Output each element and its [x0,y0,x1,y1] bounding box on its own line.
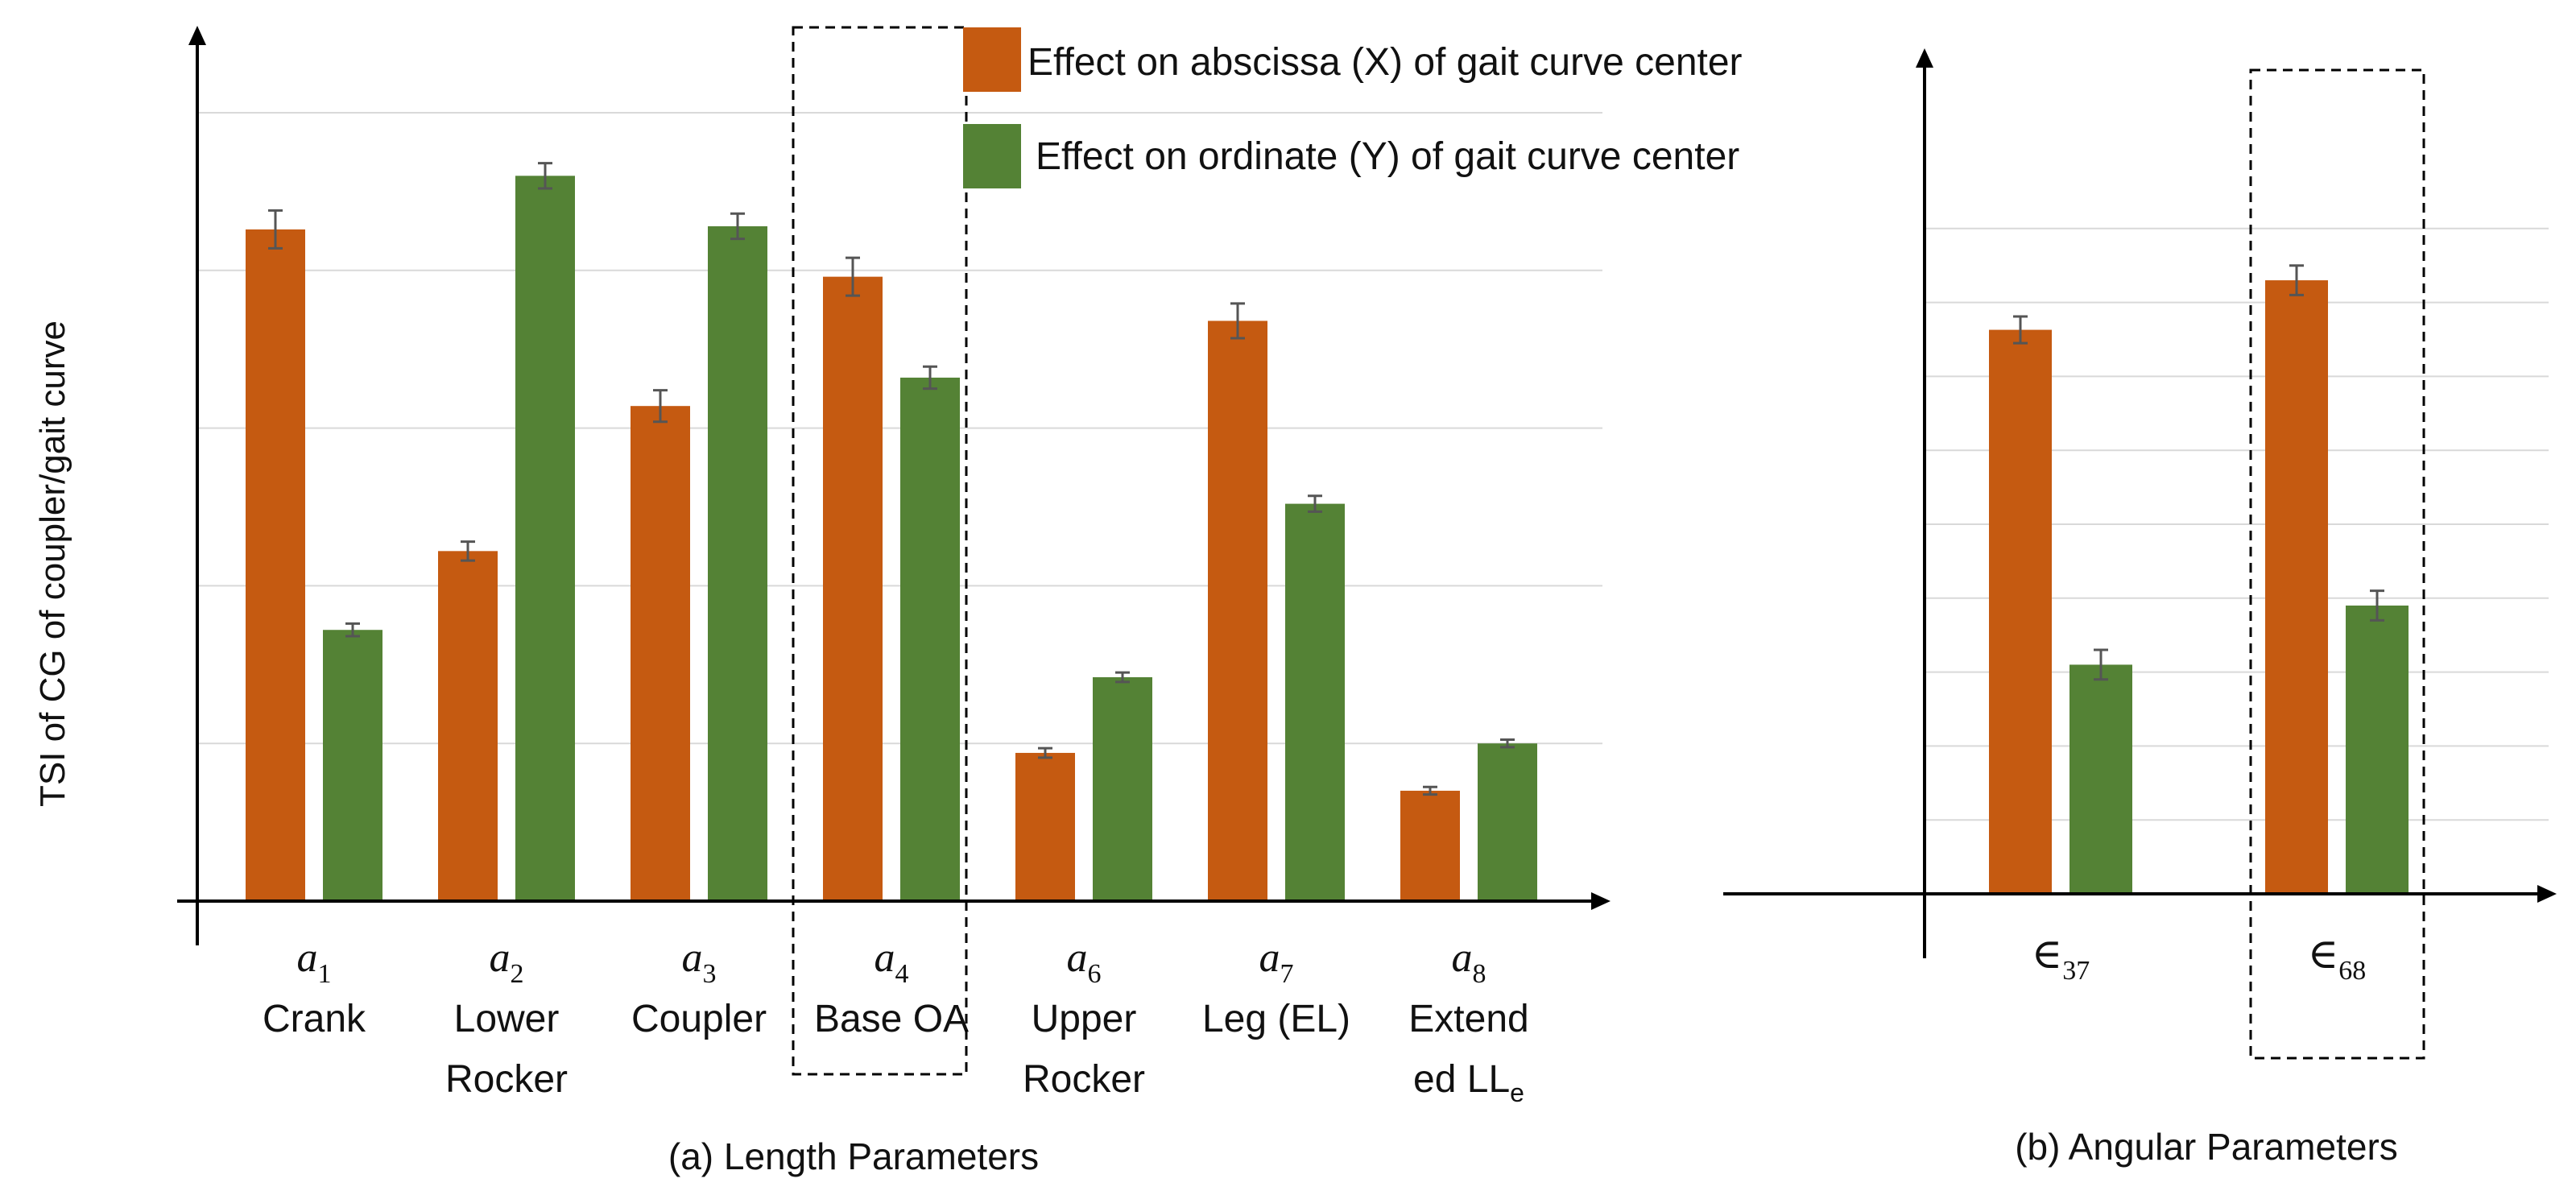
category-variable-subscript: 6 [1088,959,1102,989]
category-variable-subscript: 3 [703,959,717,989]
category-variable-subscript: 8 [1473,959,1486,989]
highlight-box-a4 [792,26,968,1076]
category-label: Crank [263,998,366,1040]
y-axis-arrowhead [188,26,206,45]
category-variable: a2 [490,935,524,989]
category-variable-symbol: a [490,935,511,981]
chart-a-bars [246,162,1537,902]
category-variable: a6 [1067,935,1102,989]
chart-a-caption: (a) Length Parameters [668,1135,1039,1177]
bar-abscissa [2265,280,2328,894]
category-label: Leg (EL) [1202,998,1350,1040]
bar-ordinate [323,630,382,901]
category-variable-symbol: a [1067,935,1088,981]
bar-abscissa [438,551,498,901]
category-label-text: Lower [454,998,560,1040]
category-variable: a7 [1259,935,1294,989]
category-variable: ∈37 [2032,932,2090,986]
chart-b-caption: (b) Angular Parameters [2015,1126,2398,1168]
category-label: Lower [454,998,560,1040]
category-label: Rocker [1023,1058,1145,1101]
category-variable-symbol: a [682,935,703,981]
category-variable: a1 [297,935,332,989]
category-variable: ∈68 [2308,932,2367,986]
bar-ordinate [1478,743,1537,901]
bar-abscissa [823,276,883,902]
chart-b-axes [1723,48,2557,958]
category-variable-symbol: a [1452,935,1473,981]
category-variable-subscript: 1 [318,959,332,989]
category-label-text: Coupler [631,998,767,1040]
bar-ordinate [1285,503,1345,901]
bar-ordinate [708,225,767,901]
y-axis-arrowhead [1916,48,1933,68]
highlight-box-e68 [2249,68,2425,1060]
category-label-subscript: e [1510,1078,1524,1107]
category-label-text: Rocker [1023,1058,1145,1101]
category-label-text: Rocker [445,1058,568,1101]
category-variable-subscript: 7 [1280,959,1294,989]
chart-a-axes [177,26,1611,945]
category-variable-symbol: a [875,935,895,981]
category-variable-symbol: ∈ [2308,932,2339,978]
category-label: Rocker [445,1058,568,1101]
category-variable-subscript: 37 [2062,956,2090,986]
category-variable-symbol: a [297,935,318,981]
category-variable-symbol: a [1259,935,1280,981]
bar-ordinate [2069,664,2132,894]
bar-ordinate [2346,605,2409,894]
legend-swatch-x [963,27,1021,92]
bar-abscissa [1208,320,1267,901]
bar-ordinate [515,176,575,901]
legend-label-x: Effect on abscissa (X) of gait curve cen… [1028,41,1743,84]
bar-ordinate [1093,676,1152,901]
category-label-text: ed LL [1413,1058,1510,1101]
category-variable-subscript: 68 [2338,956,2366,986]
x-axis-arrowhead [1591,892,1611,910]
y-axis-label: TSI of CG of coupler/gait curve [33,320,72,807]
category-label-text: Crank [263,998,366,1040]
chart-a-gridlines [197,112,1602,745]
legend-swatch-y [963,124,1021,188]
category-variable: a8 [1452,935,1486,989]
category-label: ed LLe [1413,1058,1524,1107]
bar-abscissa [631,406,690,901]
category-label-text: Leg (EL) [1202,998,1350,1040]
legend: Effect on abscissa (X) of gait curve cen… [963,27,1743,188]
category-variable-subscript: 2 [511,959,524,989]
category-label: Extend [1408,998,1528,1040]
bar-abscissa [1400,790,1460,901]
category-label-text: Extend [1408,998,1528,1040]
category-variable: a4 [875,935,909,989]
bar-ordinate [900,377,960,902]
chart-b-category-labels: ∈37 ∈68 [2032,932,2367,986]
category-label: Base OA [814,998,969,1040]
category-label-text: Base OA [814,998,969,1040]
bar-abscissa [1015,752,1075,901]
category-variable-symbol: ∈ [2032,932,2063,978]
legend-label-y: Effect on ordinate (Y) of gait curve cen… [1036,135,1739,178]
category-label-text: Upper [1032,998,1137,1040]
x-axis-arrowhead [2537,885,2557,903]
category-label: Coupler [631,998,767,1040]
bar-abscissa [246,229,305,902]
chart-angular-parameters: ∈37 ∈68 (b) Angular Parameters [1723,48,2557,1168]
category-variable-subscript: 4 [895,959,909,989]
chart-b-bars [1989,264,2409,894]
bar-abscissa [1989,329,2052,894]
category-variable: a3 [682,935,717,989]
category-label: Upper [1032,998,1137,1040]
